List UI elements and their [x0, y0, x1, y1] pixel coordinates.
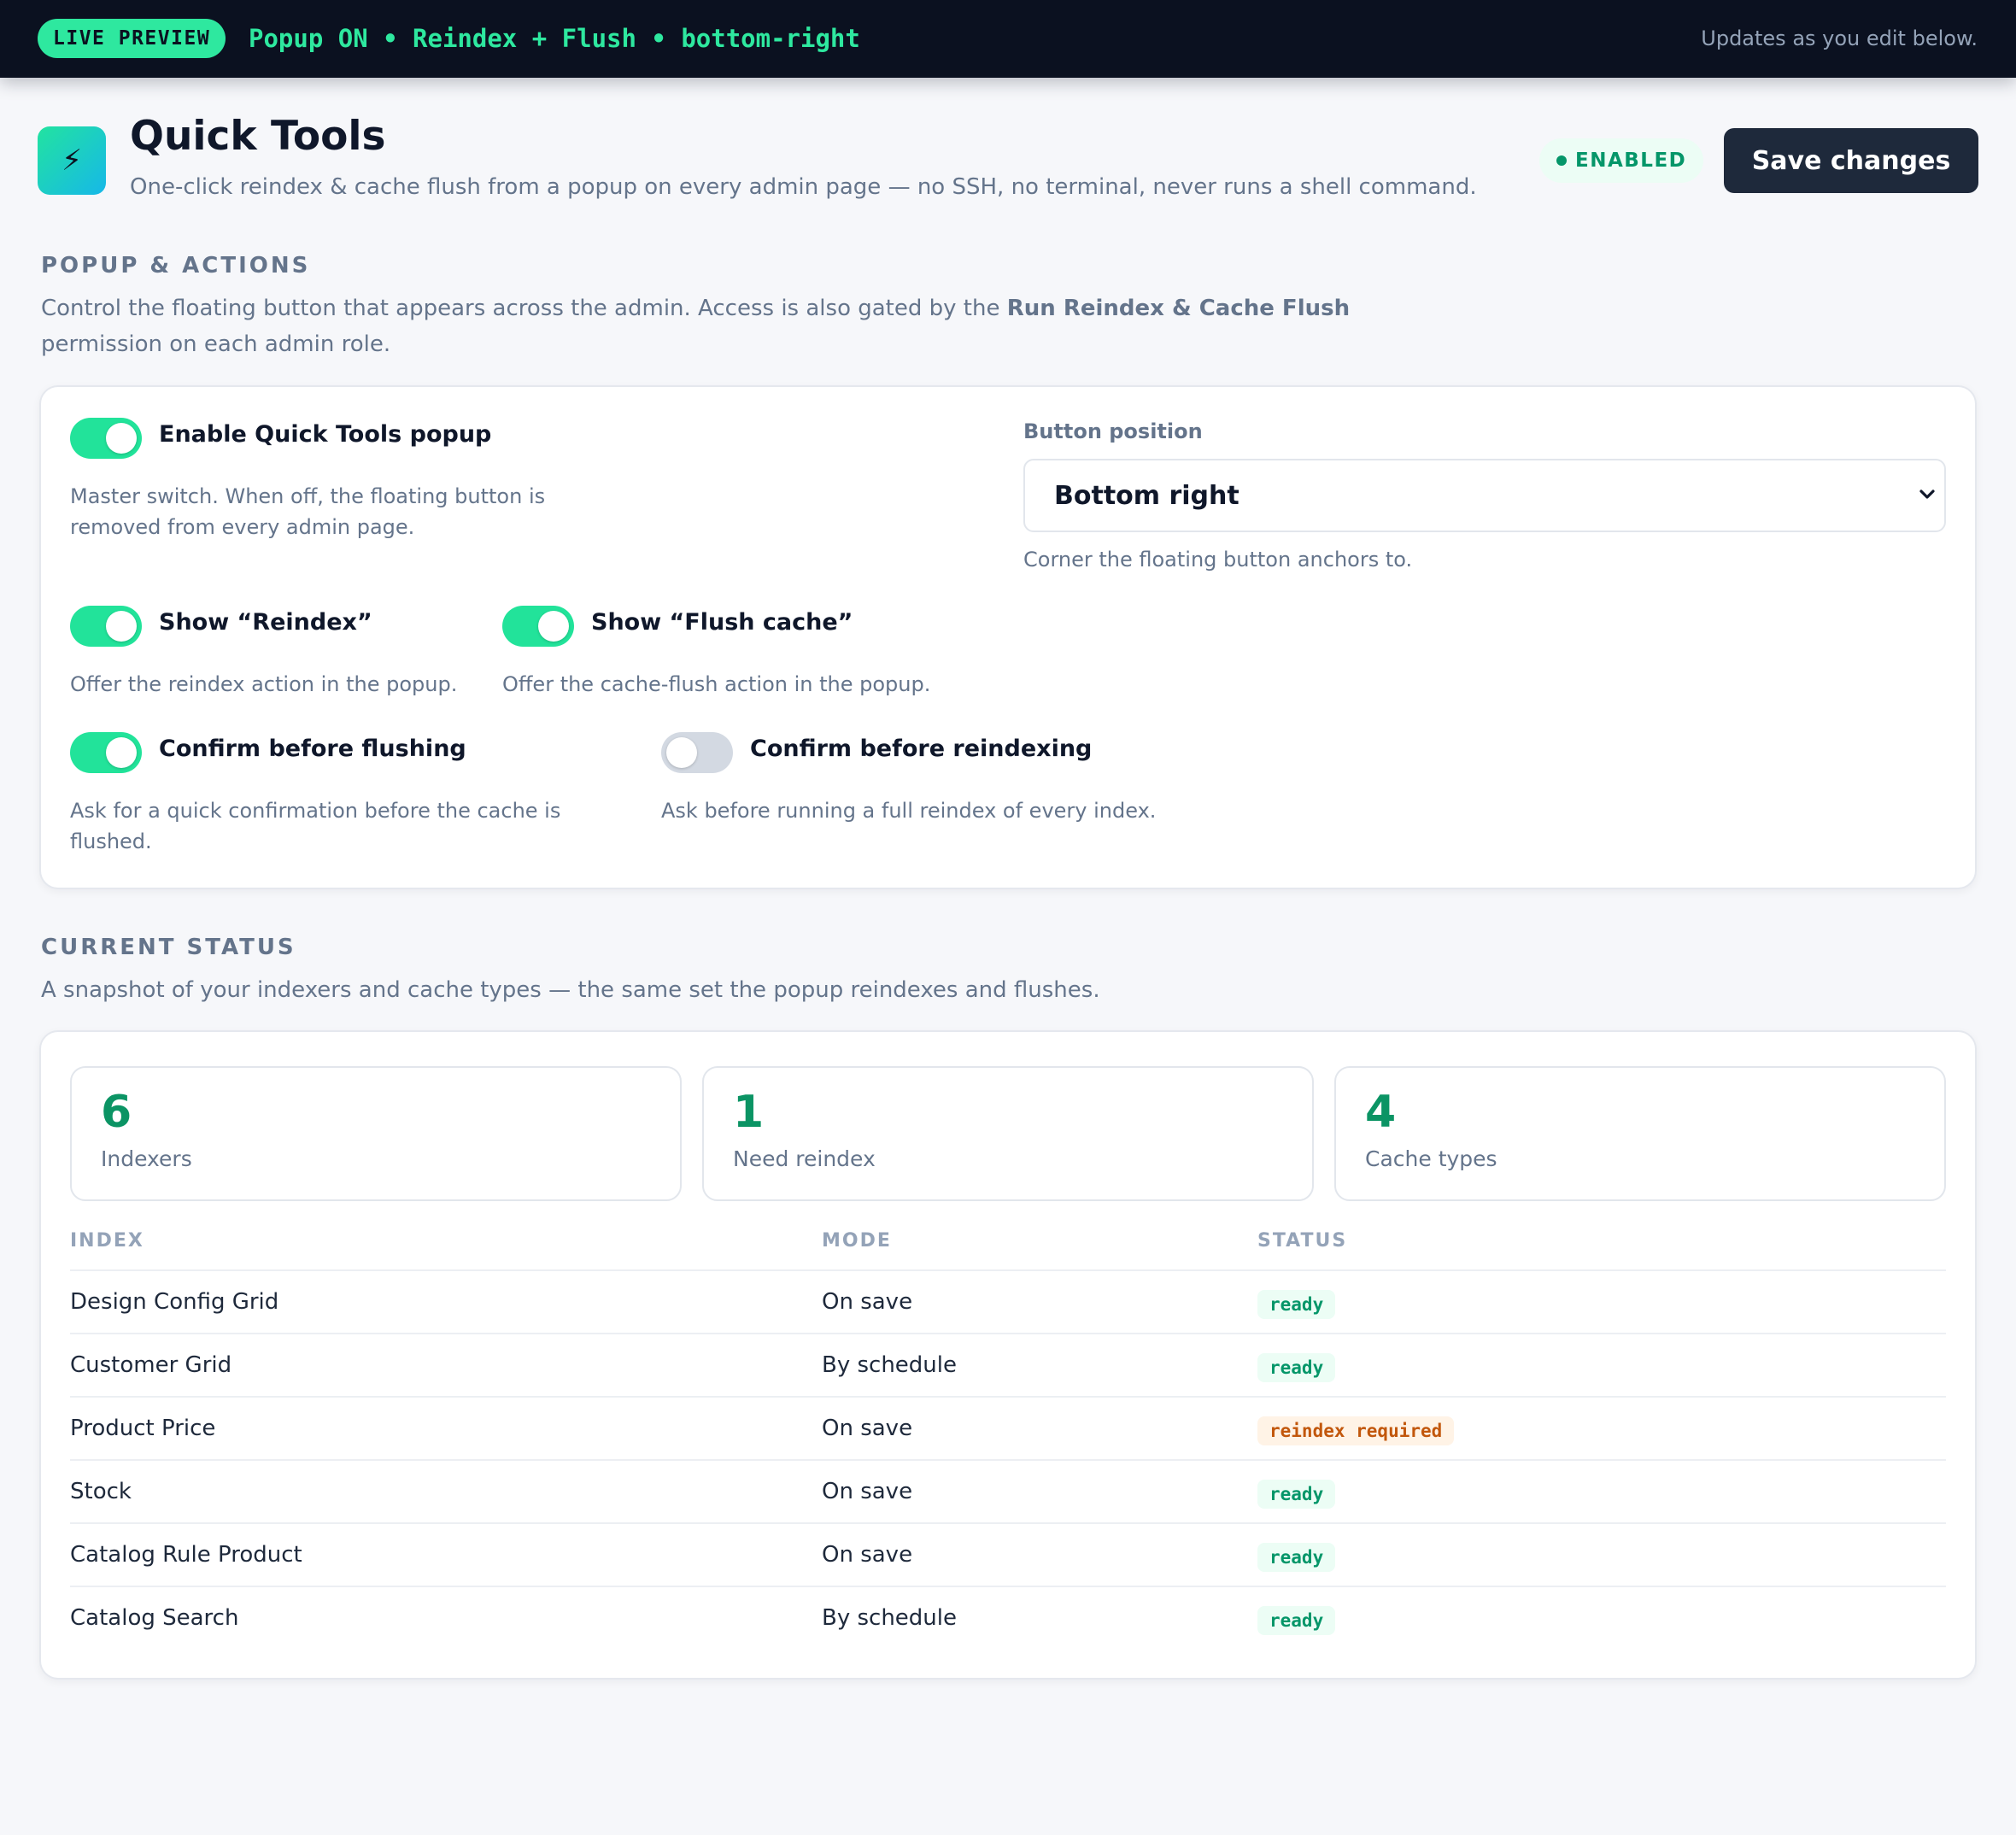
popup-section-heading: POPUP & ACTIONS	[41, 253, 311, 278]
stat-value: 6	[101, 1087, 132, 1138]
stat-cache-types: 4 Cache types	[1334, 1066, 1946, 1201]
index-mode: On save	[822, 1542, 913, 1568]
show-reindex-label: Show “Reindex”	[159, 609, 372, 636]
toggle-knob	[538, 611, 569, 642]
button-position-value: Bottom right	[1054, 480, 1239, 511]
status-badge: ENABLED	[1539, 138, 1704, 183]
status-pill-warning: reindex required	[1257, 1416, 1455, 1445]
column-header-mode: MODE	[822, 1230, 892, 1252]
status-badge-label: ENABLED	[1575, 149, 1687, 172]
index-mode: By schedule	[822, 1605, 958, 1631]
toggle-knob	[106, 611, 137, 642]
confirm-reindex-label: Confirm before reindexing	[750, 736, 1093, 762]
toggle-knob	[666, 737, 697, 768]
page-subtitle: One-click reindex & cache flush from a p…	[130, 174, 1477, 200]
lightning-icon: ⚡	[38, 126, 106, 195]
status-pill: ready	[1257, 1353, 1336, 1382]
table-row: Customer Grid By schedule ready	[70, 1333, 1946, 1396]
status-pill: ready	[1257, 1480, 1336, 1509]
stat-value: 1	[733, 1087, 765, 1138]
popup-settings-card: Enable Quick Tools popup Master switch. …	[39, 385, 1977, 889]
button-position-label: Button position	[1023, 419, 1203, 443]
confirm-reindex-help: Ask before running a full reindex of eve…	[661, 799, 1157, 823]
show-reindex-help: Offer the reindex action in the popup.	[70, 672, 458, 696]
status-pill: ready	[1257, 1290, 1336, 1319]
index-mode: On save	[822, 1416, 913, 1441]
index-mode: On save	[822, 1479, 913, 1504]
column-header-status: STATUS	[1257, 1230, 1348, 1252]
table-row: Design Config Grid On save ready	[70, 1269, 1946, 1333]
button-position-help: Corner the floating button anchors to.	[1023, 548, 1413, 572]
page-title: Quick Tools	[130, 113, 386, 160]
status-pill: ready	[1257, 1606, 1336, 1635]
stat-value: 4	[1365, 1087, 1397, 1138]
toggle-knob	[106, 737, 137, 768]
confirm-flush-toggle[interactable]	[70, 732, 142, 773]
enable-popup-toggle[interactable]	[70, 418, 142, 459]
table-row: Catalog Rule Product On save ready	[70, 1522, 1946, 1586]
permission-name: Run Reindex & Cache Flush	[1006, 296, 1351, 321]
toggle-knob	[106, 423, 137, 454]
status-section-description: A snapshot of your indexers and cache ty…	[41, 977, 1100, 1003]
index-name: Catalog Search	[70, 1605, 239, 1631]
index-name: Stock	[70, 1479, 132, 1504]
index-name: Product Price	[70, 1416, 216, 1441]
index-name: Customer Grid	[70, 1352, 232, 1378]
column-header-index: INDEX	[70, 1230, 144, 1252]
show-reindex-toggle[interactable]	[70, 606, 142, 647]
button-position-select[interactable]: Bottom right	[1023, 459, 1946, 532]
live-preview-bar: LIVE PREVIEW Popup ON • Reindex + Flush …	[0, 0, 2016, 78]
live-preview-badge: LIVE PREVIEW	[38, 19, 226, 58]
index-name: Catalog Rule Product	[70, 1542, 302, 1568]
table-row: Catalog Search By schedule ready	[70, 1586, 1946, 1649]
stat-label: Need reindex	[733, 1146, 876, 1171]
live-preview-hint: Updates as you edit below.	[1701, 26, 1978, 50]
status-card: 6 Indexers 1 Need reindex 4 Cache types …	[39, 1030, 1977, 1680]
confirm-flush-label: Confirm before flushing	[159, 736, 466, 762]
confirm-reindex-toggle[interactable]	[661, 732, 733, 773]
enable-popup-label: Enable Quick Tools popup	[159, 421, 492, 448]
enable-popup-help: Master switch. When off, the floating bu…	[70, 484, 546, 539]
table-row: Stock On save ready	[70, 1459, 1946, 1522]
status-pill: ready	[1257, 1543, 1336, 1572]
index-name: Design Config Grid	[70, 1289, 279, 1315]
save-button[interactable]: Save changes	[1724, 128, 1978, 193]
popup-section-description: Control the floating button that appears…	[41, 296, 1351, 357]
stat-label: Cache types	[1365, 1146, 1497, 1171]
confirm-flush-help: Ask for a quick confirmation before the …	[70, 799, 561, 853]
index-mode: On save	[822, 1289, 913, 1315]
index-mode: By schedule	[822, 1352, 958, 1378]
status-section-heading: CURRENT STATUS	[41, 935, 296, 960]
chevron-down-icon	[1919, 490, 1935, 499]
stat-indexers: 6 Indexers	[70, 1066, 682, 1201]
show-flush-cache-help: Offer the cache-flush action in the popu…	[502, 672, 931, 696]
show-flush-cache-label: Show “Flush cache”	[591, 609, 853, 636]
table-row: Product Price On save reindex required	[70, 1396, 1946, 1459]
show-flush-cache-toggle[interactable]	[502, 606, 574, 647]
status-dot-icon	[1556, 155, 1567, 166]
stat-need-reindex: 1 Need reindex	[702, 1066, 1314, 1201]
live-preview-summary: Popup ON • Reindex + Flush • bottom-righ…	[249, 24, 860, 53]
stat-label: Indexers	[101, 1146, 192, 1171]
